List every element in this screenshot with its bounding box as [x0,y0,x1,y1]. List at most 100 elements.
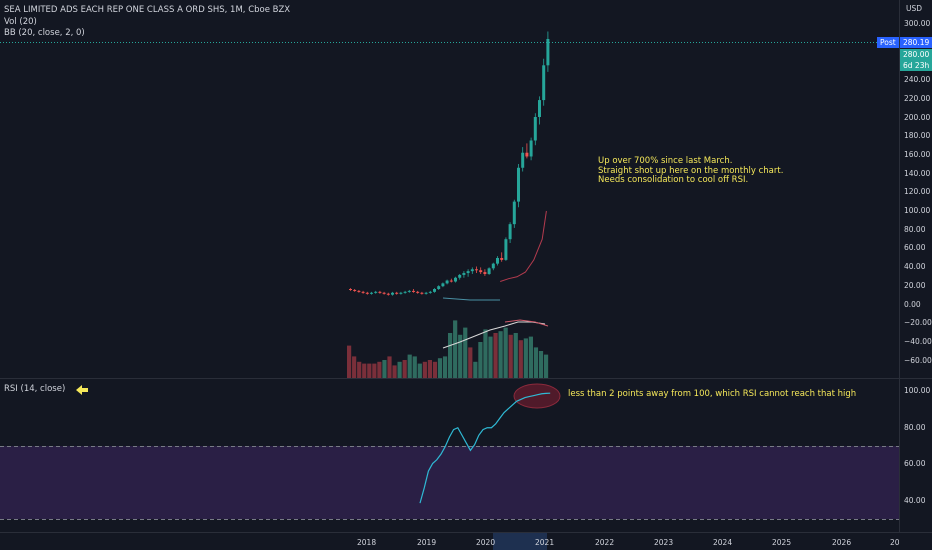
price-tick-label: 20.00 [904,280,926,290]
volume-bar [483,329,488,378]
annotation-line-1: Up over 700% since last March. [598,156,733,166]
countdown-tag: 6d 23h [900,60,932,71]
rsi-title[interactable]: RSI (14, close) [4,384,66,394]
candle-body [395,292,399,294]
rsi-annotation[interactable]: less than 2 points away from 100, which … [568,389,857,399]
candle-body [470,269,474,272]
rsi-tick-label: 80.00 [904,422,926,432]
candle-body [525,152,529,157]
candle-body [517,167,520,202]
time-tick-label: 2024 [713,538,733,547]
volume-bar [478,342,483,378]
volume-bar [422,361,427,378]
candle-body [357,290,361,292]
symbol-title[interactable]: SEA LIMITED ADS EACH REP ONE CLASS A ORD… [4,5,291,15]
price-tick-label: 240.00 [904,75,931,85]
arrow-left-icon[interactable] [76,385,88,395]
candle-body [462,273,466,275]
candle-body [382,292,386,294]
volume-bar [468,347,473,378]
time-tick-label: 2019 [417,538,437,547]
rsi-highlight-ellipse[interactable] [513,383,561,409]
candle-body [487,268,491,274]
volume-bar [382,360,387,378]
volume-bar [412,356,417,378]
candle-body [458,274,462,278]
candle-body [449,280,453,282]
price-tick-label: 180.00 [904,131,931,141]
volume-bar [538,351,544,378]
candle-body [399,292,403,294]
price-tick-label: −20.00 [904,318,932,328]
price-tick-label: 160.00 [904,149,931,159]
volume-bar [503,327,508,378]
candle-body [412,290,415,292]
time-tick-label: 2023 [654,538,674,547]
price-tick-label: 120.00 [904,187,931,197]
volume-bar [523,338,528,378]
candle-body [542,65,546,101]
candle-body [538,100,541,117]
volume-legend[interactable]: Vol (20) [4,17,37,27]
candle-body [529,140,533,157]
time-tick-label: 20 [890,538,900,547]
time-axis-highlight [493,533,547,550]
candle-body [437,286,441,290]
candle-body [386,293,390,295]
candle-body [374,291,378,293]
volume-bar [458,334,463,378]
price-tick-label: −40.00 [904,336,932,346]
vol-ma-white [442,321,546,349]
candle-body [416,291,420,293]
volume-bar [528,336,533,378]
candle-body [512,201,516,225]
bollinger-legend[interactable]: BB (20, close, 2, 0) [4,28,85,38]
volume-bar [362,363,367,378]
time-tick-label: 2025 [772,538,792,547]
price-tick-label: 0.00 [904,299,921,309]
candle-body [424,292,428,294]
price-tick-label: 40.00 [904,262,926,272]
candle-body [433,289,436,292]
candle-body [546,38,550,66]
price-tick-label: 80.00 [904,224,926,234]
volume-bar [372,363,377,378]
volume-bar [513,333,518,378]
candle-body [483,272,487,274]
rsi-band [0,446,899,519]
candle-body [491,263,495,269]
candle-body [361,291,365,293]
rsi-tick-label: 40.00 [904,496,926,506]
post-price-tag: 280.19 [900,37,932,48]
candle-body [445,280,449,284]
price-tick-label: 300.00 [904,19,931,28]
candle-body [454,277,457,282]
volume-bars [347,320,549,378]
rsi-tick-label: 100.00 [904,386,931,395]
volume-bar [518,340,523,378]
annotation-line-3: Needs consolidation to cool off RSI. [598,175,749,185]
candle-body [420,292,424,294]
price-tick-label: 200.00 [904,112,931,122]
volume-bar [352,356,357,378]
candle-body [378,291,382,293]
candle-body [370,292,373,294]
annotation-line-2: Straight shot up here on the monthly cha… [598,165,784,176]
candle-body [533,117,537,141]
candle-body [504,239,508,260]
currency-label[interactable]: USD [906,4,923,13]
volume-bar [367,363,372,378]
volume-bar [473,361,478,378]
rsi-line [419,392,551,504]
price-tick-label: 100.00 [904,206,931,215]
volume-bar [448,333,453,378]
candle-body [403,291,407,293]
volume-bar [432,361,438,378]
chart-annotation[interactable]: Up over 700% since last March. Straight … [598,156,784,186]
price-tick-label: 220.00 [904,93,931,103]
candlesticks [349,31,550,296]
volume-bar [488,336,493,378]
candle-body [521,152,525,168]
candle-body [496,258,499,264]
